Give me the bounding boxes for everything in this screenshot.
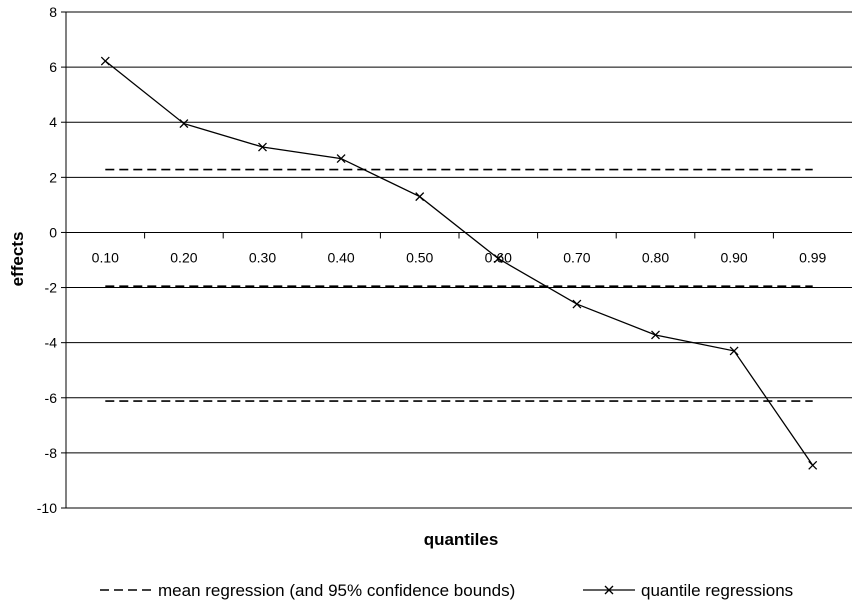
y-tick-label: 2 [49, 169, 57, 185]
x-tick-label: 0.80 [642, 249, 669, 265]
legend-label-quantile-regressions: quantile regressions [641, 581, 793, 600]
axes [61, 11, 774, 509]
series-line-quantile-regressions [104, 60, 814, 466]
data-point-x-marker [100, 56, 110, 66]
data-point-x-marker [493, 254, 503, 264]
x-tick-label: 0.90 [720, 249, 747, 265]
legend-marker-x-icon [604, 585, 614, 595]
data-point-x-marker [729, 346, 739, 356]
x-tick-label: 0.10 [92, 249, 119, 265]
x-tick-label: 0.20 [170, 249, 197, 265]
x-tick-label: 0.40 [327, 249, 354, 265]
data-point-x-marker [808, 460, 818, 470]
y-tick-label: 6 [49, 59, 57, 75]
data-point-x-marker [651, 330, 660, 340]
x-tick-labels: 0.10 0.20 0.30 0.40 0.50 0.60 0.70 0.80 0.90 0.99 [92, 249, 827, 265]
y-tick-label: -4 [45, 335, 58, 351]
y-tick-labels: 8 6 4 2 0 -2 -4 -6 -8 -10 [37, 4, 57, 516]
y-tick-label: -2 [45, 280, 58, 296]
x-tick-label: 0.50 [406, 249, 433, 265]
y-axis-title: effects [8, 232, 27, 287]
legend: mean regression (and 95% confidence boun… [100, 581, 793, 600]
y-tick-label: 0 [49, 224, 57, 240]
data-point-x-marker [415, 192, 425, 202]
series [100, 56, 818, 470]
data-point-x-marker [258, 142, 267, 152]
x-tick-label: 0.30 [249, 249, 276, 265]
data-point-x-marker [572, 299, 582, 309]
y-tick-label: -8 [45, 445, 58, 461]
y-tick-label: 8 [49, 4, 57, 20]
y-tick-label: 4 [49, 114, 57, 130]
y-tick-label: -10 [37, 500, 57, 516]
x-axis-title: quantiles [424, 530, 499, 549]
x-tick-label: 0.70 [563, 249, 590, 265]
legend-label-mean-regression: mean regression (and 95% confidence boun… [158, 581, 515, 600]
x-tick-label: 0.99 [799, 249, 826, 265]
data-point-x-marker [179, 119, 189, 129]
y-tick-label: -6 [45, 390, 58, 406]
data-point-x-marker [336, 154, 346, 164]
